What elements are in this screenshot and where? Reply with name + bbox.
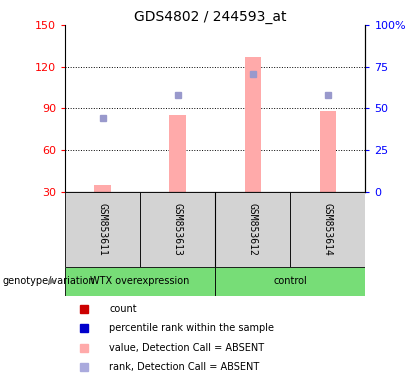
Text: percentile rank within the sample: percentile rank within the sample (109, 323, 274, 333)
Bar (169, 116, 186, 192)
Bar (290, 192, 365, 267)
Bar (65, 192, 140, 267)
Bar (244, 57, 261, 192)
Text: count: count (109, 304, 137, 314)
Text: WTX overexpression: WTX overexpression (90, 276, 190, 286)
Bar (215, 267, 365, 296)
Text: GSM853613: GSM853613 (173, 203, 183, 256)
Bar (215, 192, 290, 267)
Bar (140, 192, 215, 267)
Text: GSM853611: GSM853611 (97, 203, 108, 256)
Text: rank, Detection Call = ABSENT: rank, Detection Call = ABSENT (109, 362, 260, 372)
Text: GSM853612: GSM853612 (248, 203, 258, 256)
Text: genotype/variation: genotype/variation (2, 276, 95, 286)
Text: value, Detection Call = ABSENT: value, Detection Call = ABSENT (109, 343, 264, 353)
Text: GDS4802 / 244593_at: GDS4802 / 244593_at (134, 10, 286, 23)
Text: GSM853614: GSM853614 (323, 203, 333, 256)
Text: control: control (273, 276, 307, 286)
Bar (94, 185, 111, 192)
Bar (320, 111, 336, 192)
Bar (65, 267, 215, 296)
